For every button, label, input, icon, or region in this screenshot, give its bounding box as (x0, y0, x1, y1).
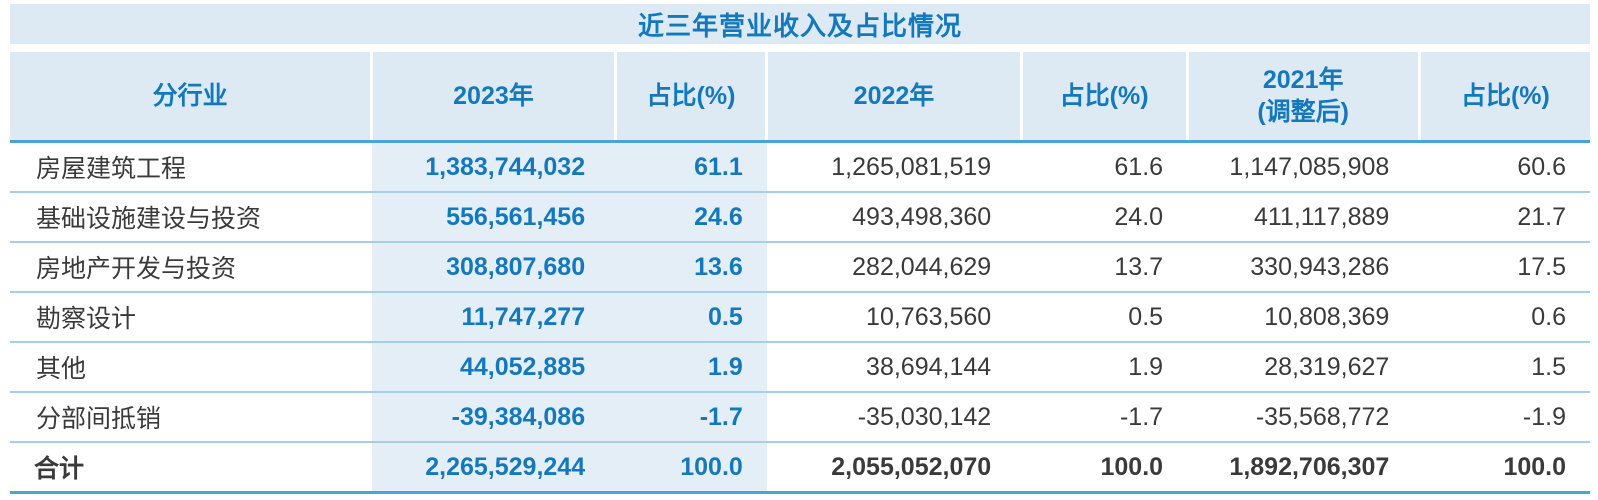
value-2022-cell: 493,498,360 (766, 192, 1022, 243)
pct-2021-cell: 1.5 (1419, 342, 1590, 393)
pct-2022-cell: -1.7 (1021, 392, 1188, 443)
pct-2021-cell: 100.0 (1419, 442, 1590, 494)
title-header-gap (10, 44, 1590, 52)
value-2021-cell: 28,319,627 (1187, 342, 1420, 393)
value-2022-cell: 10,763,560 (766, 292, 1022, 343)
column-header-1: 2023年 (370, 52, 616, 143)
column-header-4: 占比(%) (1019, 52, 1188, 143)
column-header-2: 占比(%) (613, 52, 767, 143)
value-2022-cell: 2,055,052,070 (766, 442, 1022, 494)
table-header-row: 分行业 2023年 占比(%) 2022年 占比(%) 2021年 (调整后) 占比(%) (10, 52, 1590, 143)
table-row: 房屋建筑工程 1,383,744,032 61.1 1,265,081,519 61.6… (10, 141, 1590, 193)
column-header-6: 占比(%) (1417, 52, 1590, 143)
value-2023-cell: 1,383,744,032 (371, 141, 616, 193)
pct-2023-cell: 61.1 (615, 141, 767, 193)
column-header-5: 2021年 (调整后) (1185, 52, 1420, 143)
industry-cell: 基础设施建设与投资 (10, 192, 372, 243)
pct-2023-cell: 0.5 (615, 292, 767, 343)
pct-2023-cell: 100.0 (615, 442, 767, 494)
table-row: 分部间抵销 -39,384,086 -1.7 -35,030,142 -1.7 -35,5… (10, 392, 1590, 443)
value-2021-cell: 1,147,085,908 (1187, 141, 1420, 193)
industry-cell: 房屋建筑工程 (10, 141, 372, 193)
value-2021-cell: -35,568,772 (1187, 392, 1420, 443)
value-2021-cell: 411,117,889 (1187, 192, 1420, 243)
industry-cell: 其他 (10, 342, 372, 393)
industry-cell: 勘察设计 (10, 292, 372, 343)
value-2023-cell: 2,265,529,244 (371, 442, 616, 494)
industry-cell: 房地产开发与投资 (10, 242, 372, 293)
pct-2021-cell: 0.6 (1419, 292, 1590, 343)
pct-2022-cell: 24.0 (1021, 192, 1188, 243)
pct-2023-cell: 13.6 (615, 242, 767, 293)
pct-2023-cell: -1.7 (615, 392, 767, 443)
value-2022-cell: 1,265,081,519 (766, 141, 1022, 193)
value-2023-cell: 44,052,885 (371, 342, 616, 393)
pct-2023-cell: 1.9 (615, 342, 767, 393)
pct-2021-cell: 17.5 (1419, 242, 1590, 293)
value-2023-cell: 308,807,680 (371, 242, 616, 293)
value-2023-cell: 556,561,456 (371, 192, 616, 243)
value-2022-cell: -35,030,142 (766, 392, 1022, 443)
pct-2022-cell: 1.9 (1021, 342, 1188, 393)
column-header-3: 2022年 (765, 52, 1022, 143)
value-2023-cell: 11,747,277 (371, 292, 616, 343)
pct-2021-cell: 21.7 (1419, 192, 1590, 243)
revenue-by-industry-table: 分行业 2023年 占比(%) 2022年 占比(%) 2021年 (调整后) 占比(%) 房… (10, 52, 1590, 494)
pct-2023-cell: 24.6 (615, 192, 767, 243)
table-title-bar: 近三年营业收入及占比情况 (10, 4, 1590, 44)
table-row: 房地产开发与投资 308,807,680 13.6 282,044,629 13.7 33… (10, 242, 1590, 293)
value-2021-cell: 330,943,286 (1187, 242, 1420, 293)
column-header-0: 分行业 (10, 52, 372, 143)
pct-2022-cell: 61.6 (1021, 141, 1188, 193)
value-2022-cell: 38,694,144 (766, 342, 1022, 393)
pct-2022-cell: 100.0 (1021, 442, 1188, 494)
value-2022-cell: 282,044,629 (766, 242, 1022, 293)
value-2021-cell: 10,808,369 (1187, 292, 1420, 343)
industry-cell: 分部间抵销 (10, 392, 372, 443)
value-2023-cell: -39,384,086 (371, 392, 616, 443)
table-row: 勘察设计 11,747,277 0.5 10,763,560 0.5 10,808,369… (10, 292, 1590, 343)
pct-2021-cell: 60.6 (1419, 141, 1590, 193)
table-row: 其他 44,052,885 1.9 38,694,144 1.9 28,319,627 1.… (10, 342, 1590, 393)
pct-2021-cell: -1.9 (1419, 392, 1590, 443)
total-row: 合计 2,265,529,244 100.0 2,055,052,070 100.0 1,… (10, 442, 1590, 494)
pct-2022-cell: 0.5 (1021, 292, 1188, 343)
table-row: 基础设施建设与投资 556,561,456 24.6 493,498,360 24.0 4… (10, 192, 1590, 243)
industry-cell: 合计 (10, 442, 372, 494)
table-title: 近三年营业收入及占比情况 (637, 10, 962, 41)
value-2021-cell: 1,892,706,307 (1187, 442, 1420, 494)
pct-2022-cell: 13.7 (1021, 242, 1188, 293)
